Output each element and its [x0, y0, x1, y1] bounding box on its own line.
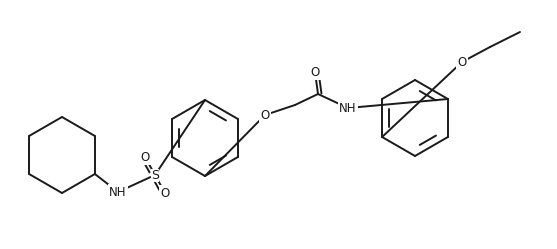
Text: NH: NH — [339, 102, 356, 115]
Text: O: O — [140, 150, 150, 164]
Text: O: O — [310, 65, 320, 78]
Text: O: O — [457, 56, 467, 68]
Text: NH: NH — [109, 186, 127, 198]
Text: S: S — [151, 169, 159, 182]
Text: O: O — [260, 109, 270, 122]
Text: O: O — [160, 187, 170, 199]
